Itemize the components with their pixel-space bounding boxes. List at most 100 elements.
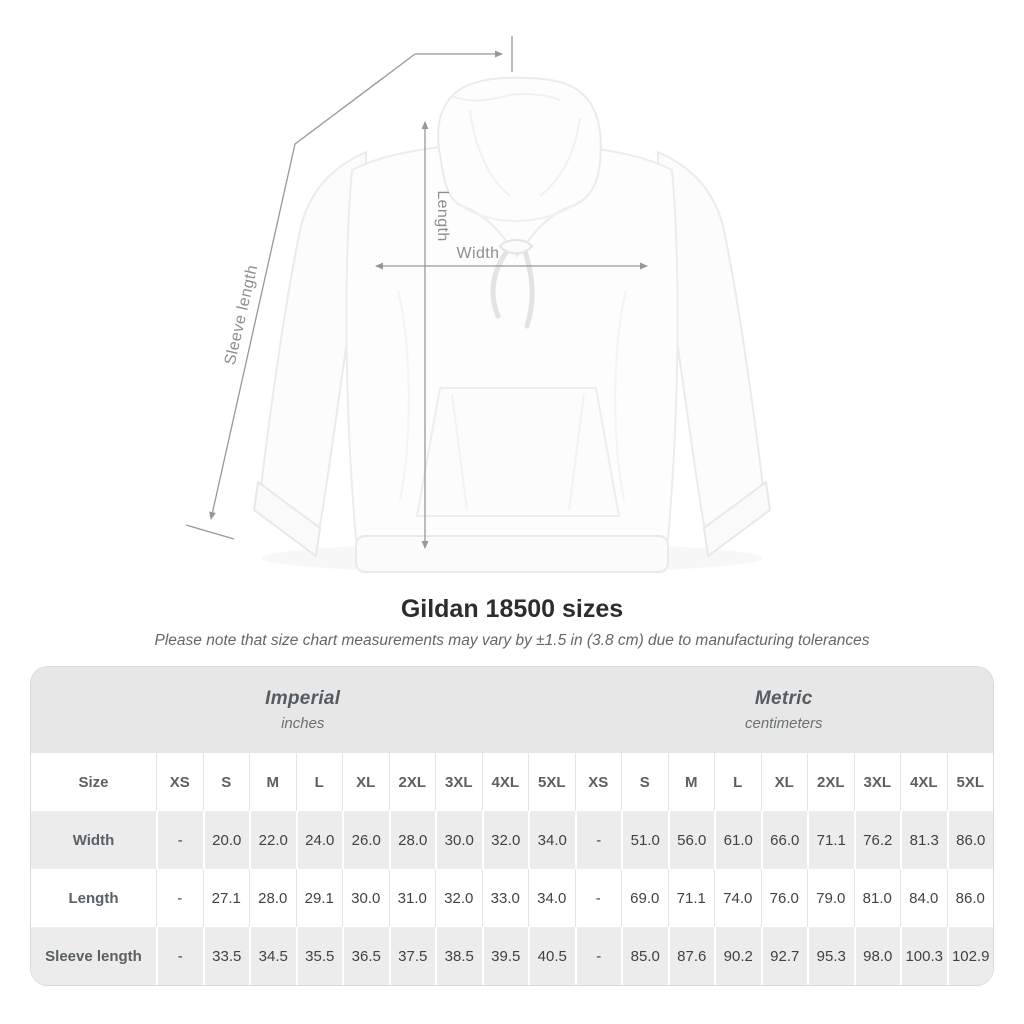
page-title: Gildan 18500 sizes <box>400 595 624 623</box>
length-metric-xl: 76.0 <box>760 869 808 927</box>
length-metric-xs: - <box>574 869 622 927</box>
sleeve-imperial-3xl: 38.5 <box>435 927 482 985</box>
sleeve-imperial-m: 34.5 <box>249 927 296 985</box>
hem-band <box>355 535 669 573</box>
row-label-width: Width <box>72 831 115 849</box>
hood-fold-right <box>539 117 581 197</box>
width-imperial-xl: 26.0 <box>342 811 389 869</box>
crease-left <box>397 289 410 501</box>
size-header-imperial-5xl: 5XL <box>528 753 575 811</box>
pocket-stitch-left <box>451 393 468 511</box>
left-cuff <box>253 481 321 557</box>
sleeve-imperial-2xl: 37.5 <box>388 927 436 985</box>
tolerance-note: Please note that size chart measurements… <box>154 632 870 649</box>
sleeve-metric-m: 87.6 <box>667 927 715 985</box>
width-metric-s: 51.0 <box>621 811 668 869</box>
hoodie-illustration: Width Length Sleeve length <box>185 36 771 573</box>
size-header-metric-xl: XL <box>760 753 807 811</box>
pocket-stitch-right <box>568 393 585 511</box>
metric-group-header: Metric centimeters <box>574 667 993 753</box>
size-header-metric-m: M <box>667 753 714 811</box>
length-imperial-5xl: 34.0 <box>528 869 575 927</box>
table-row-width: Width - 20.0 22.0 24.0 26.0 28.0 30.0 32… <box>31 811 993 869</box>
width-metric-l: 61.0 <box>714 811 761 869</box>
width-imperial-s: 20.0 <box>202 811 250 869</box>
sleeve-metric-xl: 92.7 <box>760 927 808 985</box>
size-header-imperial-xs: XS <box>156 753 203 811</box>
size-header-row: Size XS S M L XL 2XL 3XL 4XL 5XL XS S M … <box>31 753 993 811</box>
length-metric-s: 69.0 <box>621 869 668 927</box>
size-header-metric-2xl: 2XL <box>807 753 854 811</box>
hoodie-diagram: Width Length Sleeve length <box>185 36 771 573</box>
sleeve-metric-5xl: 102.9 <box>946 927 994 985</box>
sleeve-metric-4xl: 100.3 <box>900 927 947 985</box>
length-imperial-4xl: 33.0 <box>481 869 529 927</box>
sleeve-imperial-l: 35.5 <box>295 927 343 985</box>
imperial-group-name: Imperial <box>265 688 341 709</box>
length-metric-m: 71.1 <box>667 869 715 927</box>
length-dimension-label: Length <box>434 190 451 241</box>
sleeve-dimension-diagonal-line <box>209 53 416 520</box>
length-imperial-xl: 30.0 <box>342 869 389 927</box>
length-imperial-m: 28.0 <box>249 869 296 927</box>
size-header-imperial-l: L <box>295 753 342 811</box>
width-metric-xs: - <box>574 811 622 869</box>
length-imperial-2xl: 31.0 <box>388 869 436 927</box>
sleeve-imperial-4xl: 39.5 <box>481 927 529 985</box>
size-chart-table: Imperial inches Metric centimeters Size … <box>30 666 994 986</box>
metric-group-unit: centimeters <box>744 715 823 732</box>
width-metric-5xl: 86.0 <box>946 811 994 869</box>
width-imperial-xs: - <box>156 811 203 869</box>
size-header-imperial-4xl: 4XL <box>481 753 528 811</box>
kangaroo-pocket <box>416 387 620 517</box>
width-imperial-m: 22.0 <box>249 811 296 869</box>
row-label-sleeve-length: Sleeve length <box>45 947 142 965</box>
neck-shadow <box>461 205 573 222</box>
size-header-imperial-m: M <box>249 753 296 811</box>
size-header-imperial-2xl: 2XL <box>388 753 435 811</box>
drawstring-right <box>521 245 535 329</box>
size-header-imperial-xl: XL <box>342 753 389 811</box>
size-header-imperial-s: S <box>202 753 249 811</box>
width-metric-4xl: 81.3 <box>900 811 947 869</box>
table-row-length: Length - 27.1 28.0 29.1 30.0 31.0 32.0 3… <box>31 869 993 927</box>
length-imperial-s: 27.1 <box>202 869 250 927</box>
sleeve-metric-2xl: 95.3 <box>807 927 854 985</box>
length-metric-4xl: 84.0 <box>900 869 947 927</box>
length-imperial-3xl: 32.0 <box>435 869 482 927</box>
sleeve-imperial-xs: - <box>156 927 203 985</box>
imperial-group-unit: inches <box>281 715 325 732</box>
sleeve-dimension-cuff-tick <box>185 524 235 540</box>
size-header-metric-4xl: 4XL <box>900 753 947 811</box>
width-metric-xl: 66.0 <box>760 811 808 869</box>
size-header-imperial-3xl: 3XL <box>435 753 482 811</box>
size-header-metric-l: L <box>714 753 761 811</box>
sleeve-dimension-label: Sleeve length <box>222 263 262 366</box>
imperial-group-header: Imperial inches <box>31 667 575 753</box>
width-metric-m: 56.0 <box>667 811 715 869</box>
right-cuff <box>703 481 771 557</box>
length-metric-3xl: 81.0 <box>853 869 901 927</box>
sleeve-metric-s: 85.0 <box>621 927 668 985</box>
metric-group-name: Metric <box>754 688 813 709</box>
width-imperial-l: 24.0 <box>295 811 343 869</box>
length-metric-l: 74.0 <box>714 869 761 927</box>
width-metric-3xl: 76.2 <box>853 811 901 869</box>
sleeve-imperial-s: 33.5 <box>202 927 250 985</box>
unit-group-header-row: Imperial inches Metric centimeters <box>31 667 993 753</box>
size-header-metric-3xl: 3XL <box>853 753 900 811</box>
width-imperial-3xl: 30.0 <box>435 811 482 869</box>
width-dimension-label: Width <box>457 245 500 262</box>
sleeve-metric-xs: - <box>574 927 622 985</box>
size-header-metric-xs: XS <box>574 753 621 811</box>
length-imperial-l: 29.1 <box>295 869 343 927</box>
row-label-length: Length <box>68 889 119 907</box>
hood-fold-left <box>469 109 511 197</box>
sleeve-metric-l: 90.2 <box>714 927 761 985</box>
crease-right <box>614 289 627 501</box>
width-imperial-2xl: 28.0 <box>388 811 436 869</box>
width-metric-2xl: 71.1 <box>807 811 854 869</box>
drawstring-left <box>490 247 511 319</box>
size-header-metric-5xl: 5XL <box>946 753 993 811</box>
